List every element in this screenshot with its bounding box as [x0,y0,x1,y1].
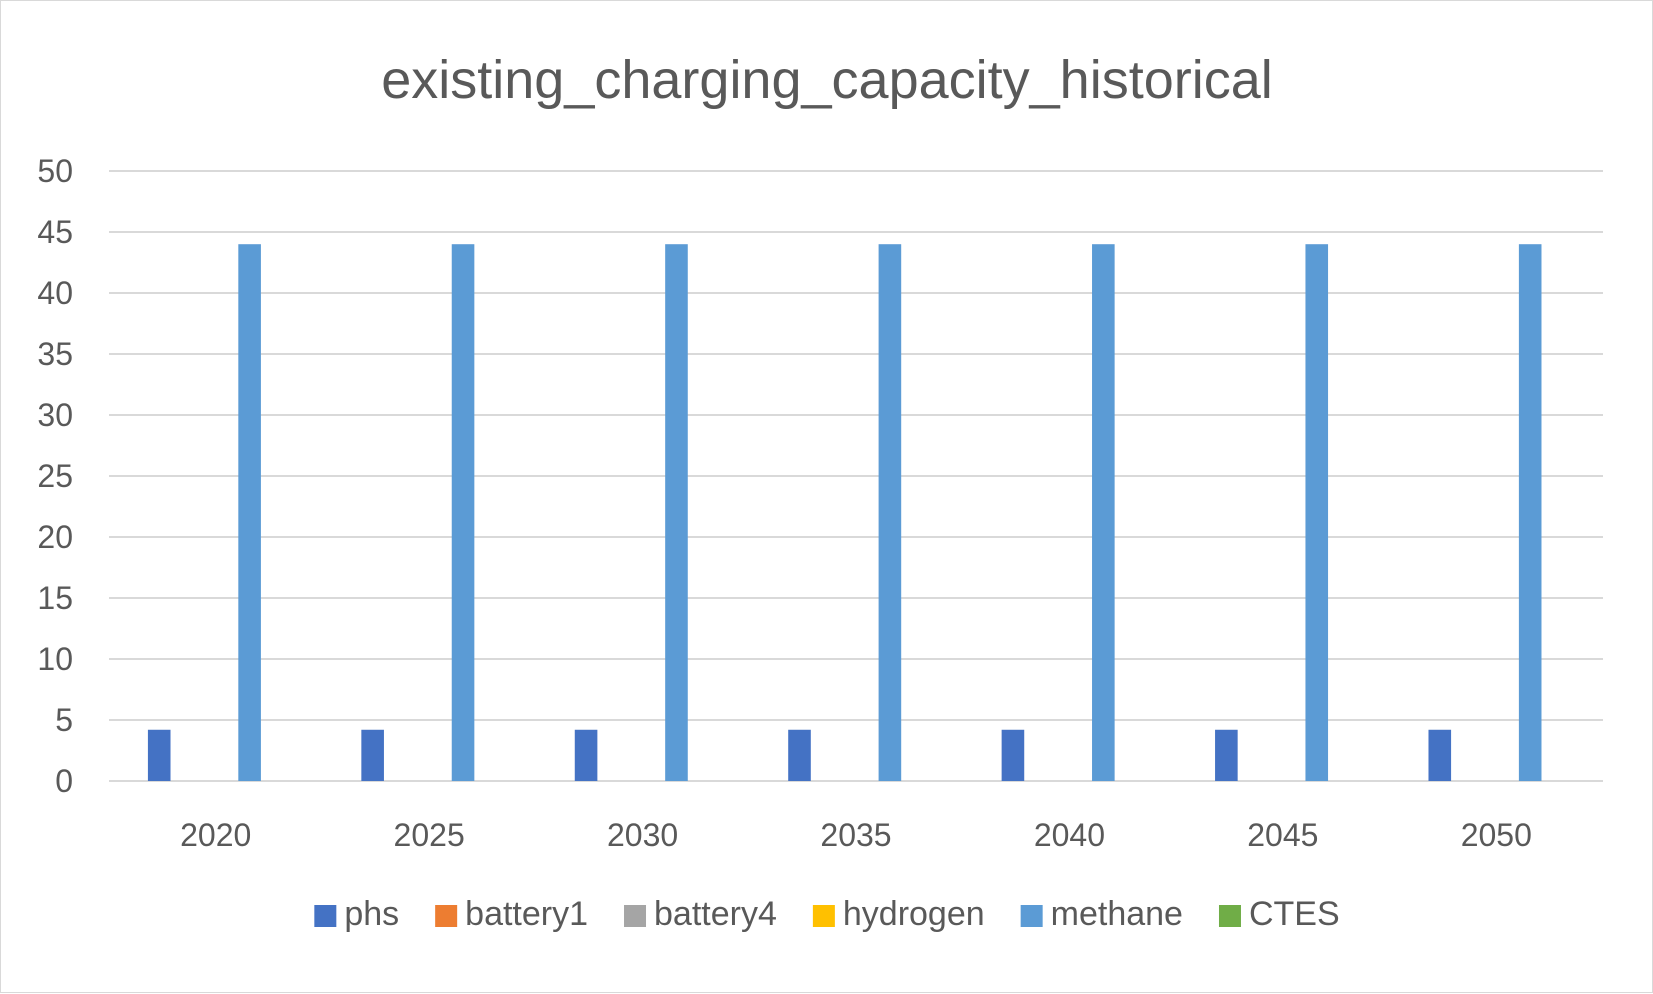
bar-phs-2040 [1001,729,1025,781]
x-tick-label: 2040 [1034,817,1105,853]
x-tick-label: 2035 [820,817,891,853]
bar-methane-2045 [1305,244,1329,781]
legend: phs battery1 battery4 hydrogen methane CTES [314,895,1340,933]
bar-methane-2035 [878,244,902,781]
legend-swatch [435,905,458,927]
legend-swatch [624,905,647,927]
y-tick-label: 30 [37,397,73,433]
x-axis-tick-labels: 2020 2025 2030 2035 2040 2045 2050 [180,817,1532,853]
legend-label: methane [1051,895,1183,933]
bar-methane-2030 [665,244,688,781]
y-axis-tick-labels: 0 5 10 15 20 25 30 35 40 45 50 [37,153,73,799]
y-tick-label: 15 [37,580,73,616]
x-tick-label: 2045 [1247,817,1318,853]
bar-phs-2025 [361,729,384,781]
legend-label: hydrogen [843,895,985,933]
bar-phs-2030 [574,729,598,781]
bar-methane-2050 [1518,244,1542,781]
legend-label: battery4 [654,895,777,933]
legend-swatch [1218,905,1241,927]
y-tick-label: 35 [37,336,73,372]
x-tick-label: 2030 [607,817,678,853]
bar-phs-2035 [788,729,811,781]
bar-series [147,244,1542,781]
y-tick-label: 0 [55,763,73,799]
bar-methane-2025 [451,244,475,781]
legend-item-methane: methane [1020,895,1183,933]
legend-item-hydrogen: hydrogen [812,895,985,933]
bar-methane-2020 [238,244,261,781]
legend-item-battery1: battery1 [435,895,588,933]
legend-label: battery1 [465,895,588,933]
x-tick-label: 2025 [394,817,465,853]
y-tick-label: 20 [37,519,73,555]
legend-label: phs [344,895,399,933]
legend-swatch [1020,905,1043,927]
legend-label: CTES [1249,895,1340,933]
y-tick-label: 25 [37,458,73,494]
legend-item-battery4: battery4 [624,895,777,933]
x-tick-label: 2020 [180,817,251,853]
bar-phs-2050 [1428,729,1452,781]
bar-methane-2040 [1092,244,1115,781]
bar-phs-2020 [147,729,171,781]
y-tick-label: 45 [37,214,73,250]
legend-swatch [314,905,337,927]
y-tick-label: 5 [55,702,73,738]
legend-item-CTES: CTES [1218,895,1340,933]
x-tick-label: 2050 [1461,817,1532,853]
y-tick-label: 50 [37,153,73,189]
legend-item-phs: phs [314,895,399,933]
y-tick-label: 40 [37,275,73,311]
gridlines [109,170,1603,782]
y-tick-label: 10 [37,641,73,677]
legend-swatch [812,905,835,927]
chart-title: existing_charging_capacity_historical [381,50,1273,110]
bar-phs-2045 [1215,729,1238,781]
